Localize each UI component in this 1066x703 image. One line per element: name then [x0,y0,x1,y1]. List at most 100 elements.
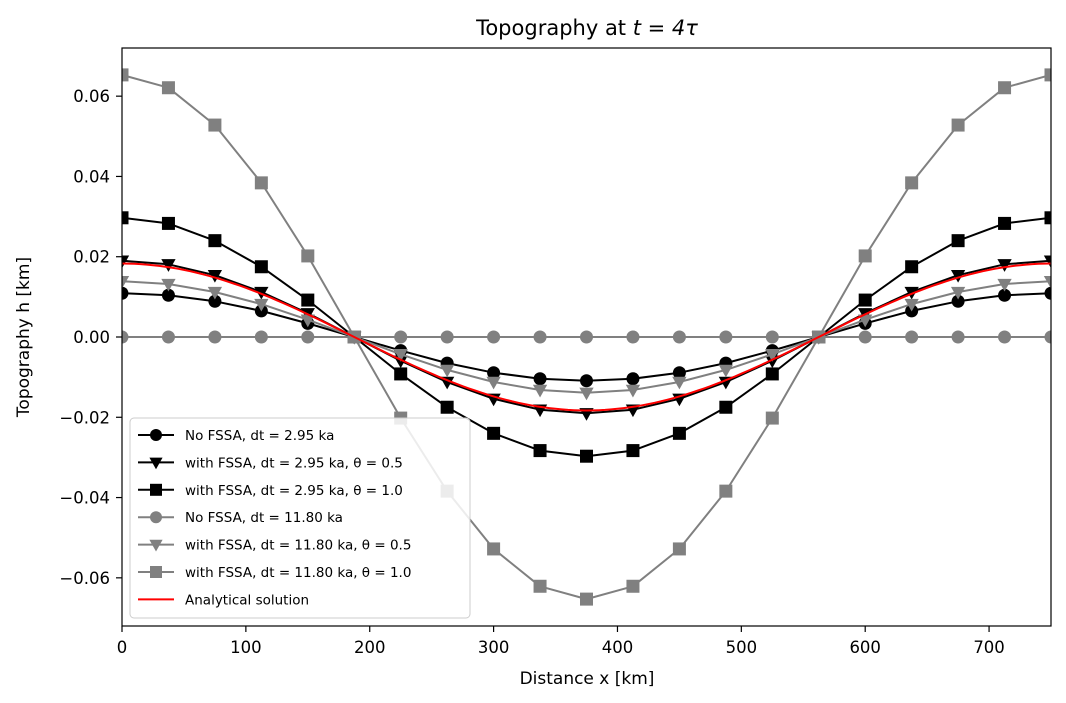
data-point [950,269,966,283]
data-point [719,400,733,414]
legend-item-with-fssa-dt-2-95-ka-theta-1-0: with FSSA, dt = 2.95 ka, θ = 1.0 [138,483,403,499]
data-point [533,330,547,344]
data-point [765,349,780,362]
data-point [858,314,873,328]
data-point [765,330,779,344]
data-point [300,314,315,328]
data-point [207,269,223,283]
legend-item-with-fssa-dt-2-95-ka-theta-0-5: with FSSA, dt = 2.95 ka, θ = 0.5 [138,455,403,471]
data-point [1044,286,1051,300]
data-point [626,330,640,344]
legend-marker [150,566,162,578]
chart-title-math: t = 4τ [633,16,699,40]
legend-item-no-fssa-dt-2-95-ka: No FSSA, dt = 2.95 ka [138,428,334,444]
data-point [122,255,130,269]
data-point [487,366,501,380]
data-point [208,118,222,132]
data-point [1044,211,1051,225]
data-point [440,330,454,344]
x-axis-label: Distance x [km] [520,669,655,689]
data-point [254,176,268,190]
x-tick-label: 300 [478,638,510,657]
data-point [1044,330,1051,344]
legend-label: No FSSA, dt = 2.95 ka [185,428,334,444]
data-point [672,330,686,344]
chart-title: Topography at t = 4τ [475,16,698,40]
data-point [254,298,269,312]
data-point [998,330,1012,344]
data-point [161,288,175,302]
y-tick-label: −0.04 [59,489,110,508]
legend-label: with FSSA, dt = 11.80 ka, θ = 1.0 [185,565,411,581]
legend-marker [149,539,163,552]
data-point [626,444,640,458]
data-point [858,293,872,307]
x-axis: 0 100 200 300 400 500 600 700 [117,626,1005,657]
chart-title-text: Topography at [475,16,633,40]
data-point [440,376,455,390]
legend-marker [150,511,162,524]
data-point [122,68,129,82]
data-point [254,260,268,274]
data-point [487,426,501,440]
data-point [905,330,919,344]
legend-item-with-fssa-dt-11-80-ka-theta-0-5: with FSSA, dt = 11.80 ka, θ = 0.5 [138,538,411,554]
data-point [1043,276,1051,289]
data-point [579,387,594,401]
y-tick-label: −0.02 [59,408,110,427]
data-point [208,330,222,344]
legend-label: with FSSA, dt = 2.95 ka, θ = 1.0 [185,483,403,499]
data-point [626,579,640,593]
series-no-fssa-dt-11-80-ka [122,330,1051,344]
data-point [998,81,1012,95]
y-tick-label: 0.02 [73,248,110,267]
legend-marker [150,429,162,441]
data-point [951,294,965,308]
legend-item-analytical-solution: Analytical solution [138,592,309,608]
data-point [951,118,965,132]
data-point [672,376,687,390]
data-point [161,330,175,344]
data-point [394,330,408,344]
data-point [904,298,919,312]
data-point [301,330,315,344]
data-point [393,349,408,362]
legend-item-no-fssa-dt-11-80-ka: No FSSA, dt = 11.80 ka [138,510,343,526]
data-point [672,366,686,380]
data-point [672,426,686,440]
legend-label: No FSSA, dt = 11.80 ka [185,510,343,526]
data-point [718,364,733,378]
data-point [997,259,1012,272]
data-point [580,449,593,463]
data-point [532,384,548,398]
legend-marker [150,483,162,496]
x-tick-label: 700 [973,638,1005,657]
data-point [208,234,222,248]
data-point [998,216,1012,230]
data-point [440,400,454,414]
y-axis: −0.06 −0.04 −0.02 0.00 0.02 0.04 0.06 [59,87,122,588]
data-point [998,288,1012,302]
data-point [626,372,640,386]
data-point [301,249,315,263]
data-point [765,411,779,425]
data-point [486,376,501,390]
x-tick-label: 0 [117,638,128,657]
data-point [580,592,593,606]
series-analytical-solution [122,262,1051,412]
data-point [580,374,593,388]
data-point [1044,68,1051,82]
data-point [161,216,175,230]
data-point [905,176,919,190]
data-point [580,330,593,344]
data-point [161,81,175,95]
data-point [122,286,129,300]
x-tick-label: 500 [726,638,758,657]
x-tick-label: 200 [354,638,386,657]
data-point [951,234,965,248]
data-point [951,330,965,344]
data-point [533,372,547,386]
legend-item-with-fssa-dt-11-80-ka-theta-1-0: with FSSA, dt = 11.80 ka, θ = 1.0 [138,565,411,581]
data-point [997,278,1012,292]
